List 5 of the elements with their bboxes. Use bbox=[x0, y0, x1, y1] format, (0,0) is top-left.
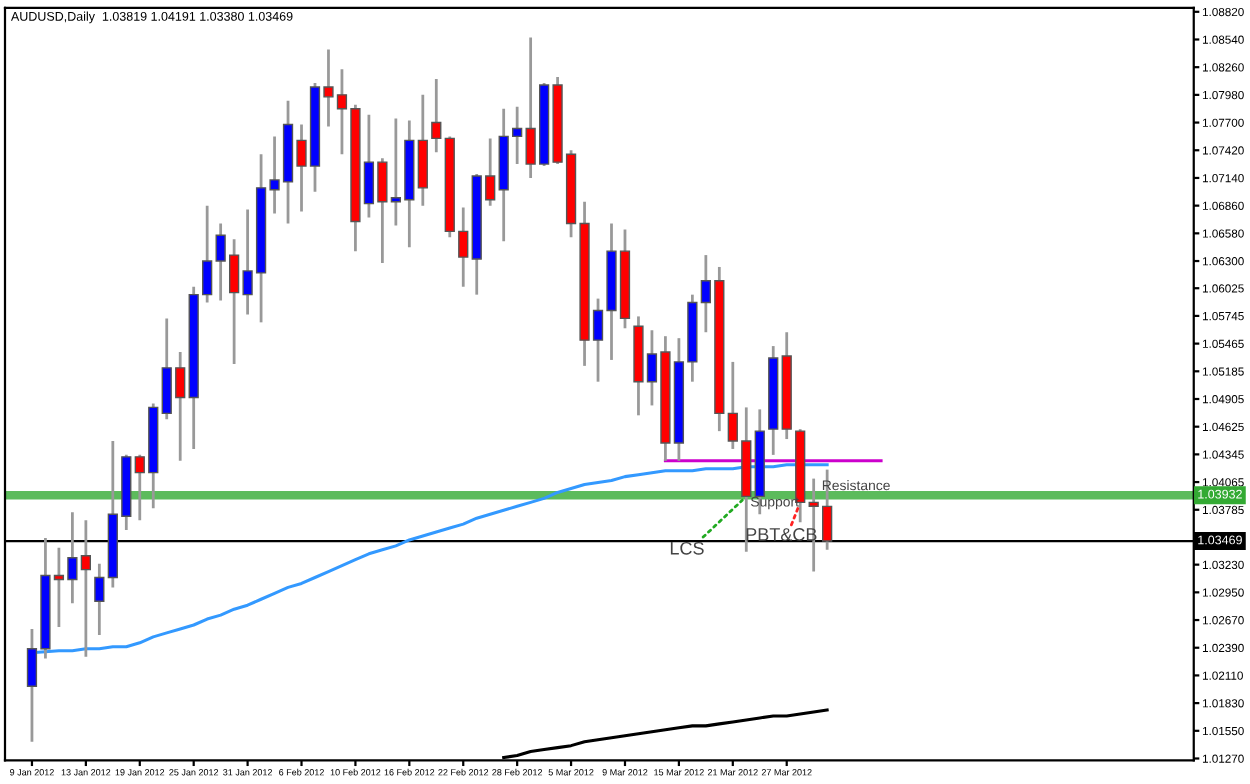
annotation: LCS bbox=[670, 541, 704, 555]
candlestick bbox=[94, 562, 105, 637]
candlestick bbox=[431, 77, 442, 154]
annotation: PBT&CB bbox=[746, 528, 817, 541]
candlestick bbox=[417, 93, 428, 208]
